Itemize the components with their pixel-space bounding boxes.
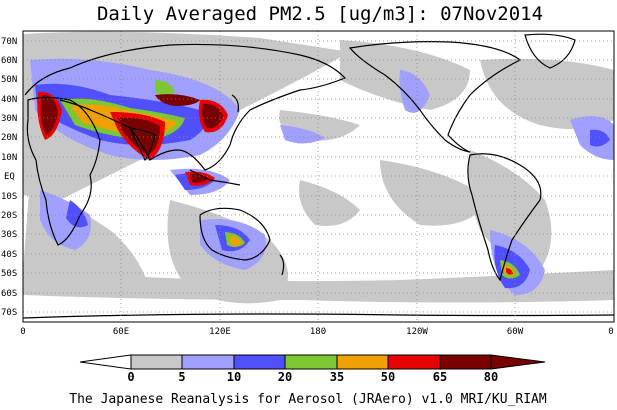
colorbar-segment — [387, 354, 441, 370]
colorbar-segment — [130, 354, 183, 370]
pm25-field — [23, 31, 614, 319]
lon-label: 180 — [310, 327, 326, 337]
longitude-labels: 0 60E 120E 180 120W 60W 0 — [20, 327, 613, 337]
lat-label: 40N — [1, 95, 17, 105]
colorbar-segment — [490, 354, 546, 370]
lat-label: 30S — [1, 230, 17, 240]
lon-label: 120W — [406, 327, 428, 337]
colorbar-segment — [233, 354, 286, 370]
lon-label: 0 — [20, 327, 25, 337]
coastlines — [23, 33, 614, 319]
map-frame — [22, 30, 615, 323]
colorbar-segment — [181, 354, 235, 370]
colorbar-label: 20 — [278, 370, 292, 384]
colorbar-label: 80 — [484, 370, 498, 384]
colorbar-label: 65 — [433, 370, 447, 384]
lat-label: EQ — [4, 172, 15, 182]
gridlines — [23, 31, 614, 322]
colorbar-segment — [336, 354, 389, 370]
lat-label: 60N — [1, 56, 17, 66]
lon-label: 60W — [507, 327, 524, 337]
lat-label: 10N — [1, 153, 17, 163]
colorbar-label: 5 — [178, 370, 185, 384]
lon-label: 60E — [113, 327, 129, 337]
colorbar-segment — [79, 354, 132, 370]
colorbar-label: 50 — [381, 370, 395, 384]
footer-credit: The Japanese Reanalysis for Aerosol (JRA… — [69, 392, 547, 407]
colorbar-label: 10 — [227, 370, 241, 384]
colorbar-label: 35 — [330, 370, 344, 384]
colorbar: 0 5 10 20 35 50 65 80 — [79, 354, 546, 384]
lat-label: 50N — [1, 75, 17, 85]
lat-label: 10S — [1, 192, 17, 202]
lat-label: 70N — [1, 37, 17, 47]
colorbar-segment — [439, 354, 492, 370]
lat-label: 50S — [1, 269, 17, 279]
colorbar-segment — [284, 354, 338, 370]
lat-label: 40S — [1, 250, 17, 260]
lat-label: 60S — [1, 289, 17, 299]
colorbar-label: 0 — [127, 370, 134, 384]
lat-label: 30N — [1, 114, 17, 124]
latitude-labels: 70N 60N 50N 40N 30N 20N 10N EQ 10S 20S 3… — [1, 37, 17, 318]
lat-label: 20N — [1, 133, 17, 143]
lat-label: 20S — [1, 211, 17, 221]
map-title: Daily Averaged PM2.5 [ug/m3]: 07Nov2014 — [97, 3, 543, 25]
lon-label: 0 — [608, 327, 613, 337]
lat-label: 70S — [1, 308, 17, 318]
lon-label: 120E — [209, 327, 231, 337]
